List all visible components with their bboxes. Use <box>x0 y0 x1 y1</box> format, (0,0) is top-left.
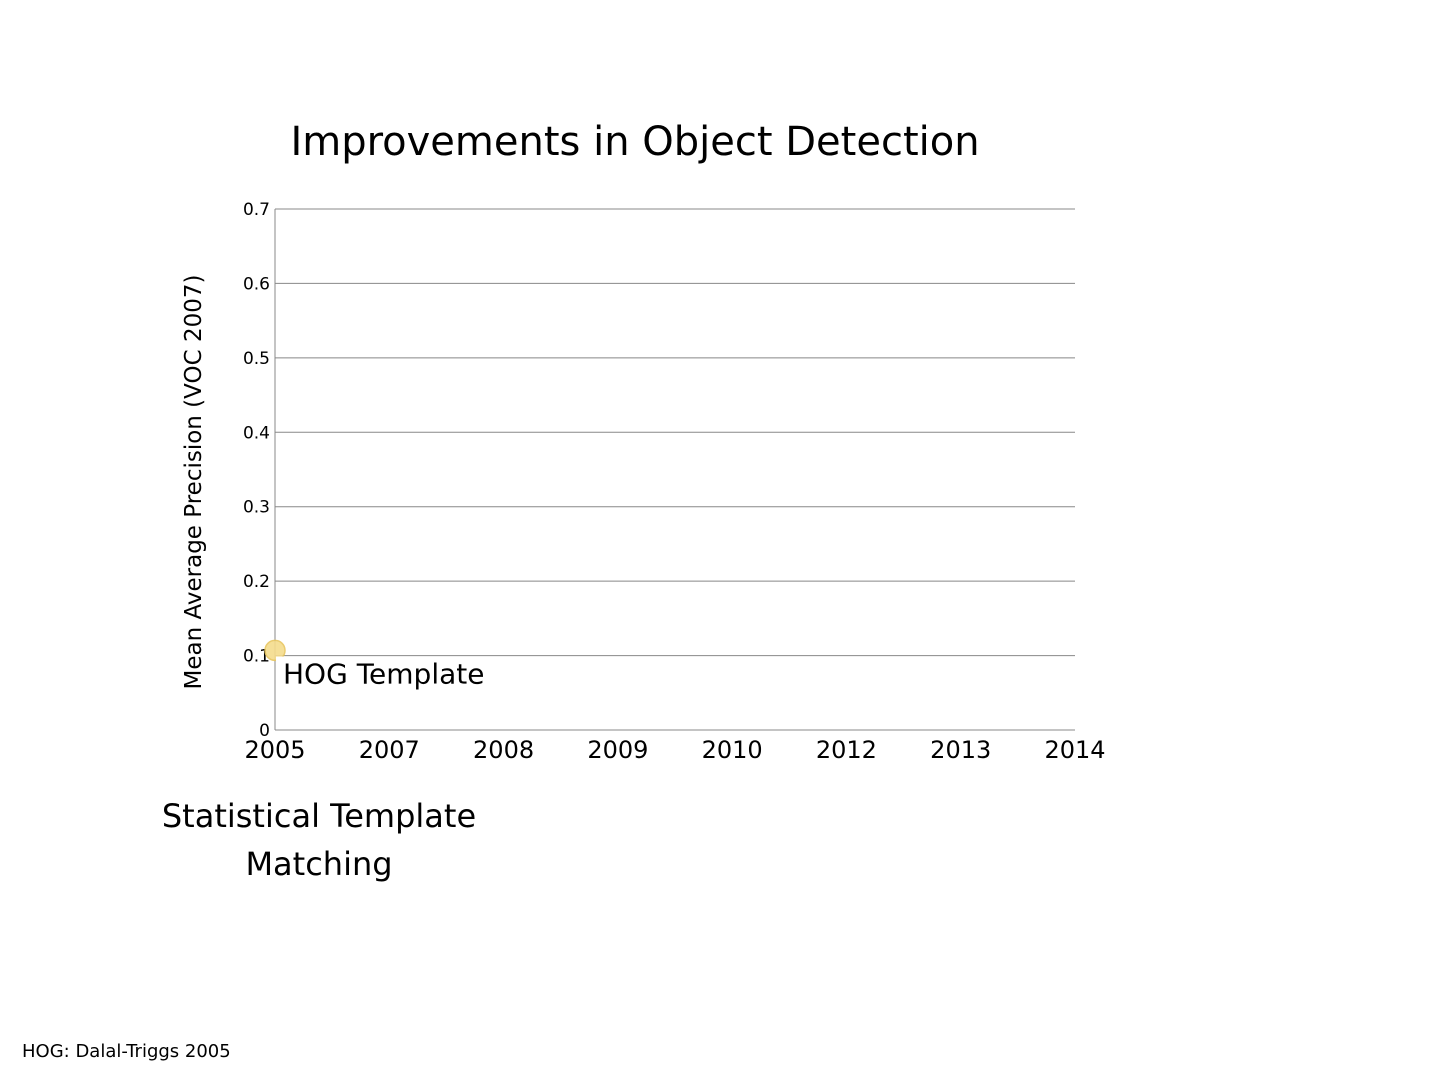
x-tick-label: 2014 <box>1044 736 1105 764</box>
y-tick-labels: 0 0.1 0.2 0.3 0.4 0.5 0.6 0.7 <box>243 200 270 741</box>
method-caption: Statistical Template Matching <box>140 792 498 888</box>
y-tick-label: 0 <box>259 721 270 741</box>
y-tick-label: 0.4 <box>243 423 270 443</box>
y-tick-label: 0.7 <box>243 200 270 220</box>
footnote: HOG: Dalal-Triggs 2005 <box>22 1041 231 1062</box>
y-tick-label: 0.1 <box>243 647 270 667</box>
data-points <box>264 639 286 662</box>
annotation-label: HOG Template <box>283 658 484 691</box>
y-tick-label: 0.2 <box>243 572 270 592</box>
x-tick-labels: 2005 2007 2008 2009 2010 2012 2013 2014 <box>244 736 1105 764</box>
method-caption-line-2: Matching <box>245 845 393 883</box>
data-point <box>264 639 286 662</box>
x-tick-label: 2005 <box>244 736 305 764</box>
annotation-label-background <box>276 656 790 699</box>
y-tick-label: 0.5 <box>243 349 270 369</box>
x-tick-label: 2013 <box>930 736 991 764</box>
x-tick-label: 2008 <box>473 736 534 764</box>
chart-title: Improvements in Object Detection <box>290 119 980 165</box>
x-tick-label: 2012 <box>816 736 877 764</box>
x-tick-label: 2009 <box>587 736 648 764</box>
gridlines <box>275 208 1075 731</box>
annotations: HOG Template <box>276 656 790 699</box>
y-tick-label: 0.3 <box>243 498 270 518</box>
x-tick-label: 2007 <box>359 736 420 764</box>
x-tick-label: 2010 <box>702 736 763 764</box>
method-caption-line-1: Statistical Template <box>161 797 477 835</box>
y-tick-label: 0.6 <box>243 274 270 294</box>
